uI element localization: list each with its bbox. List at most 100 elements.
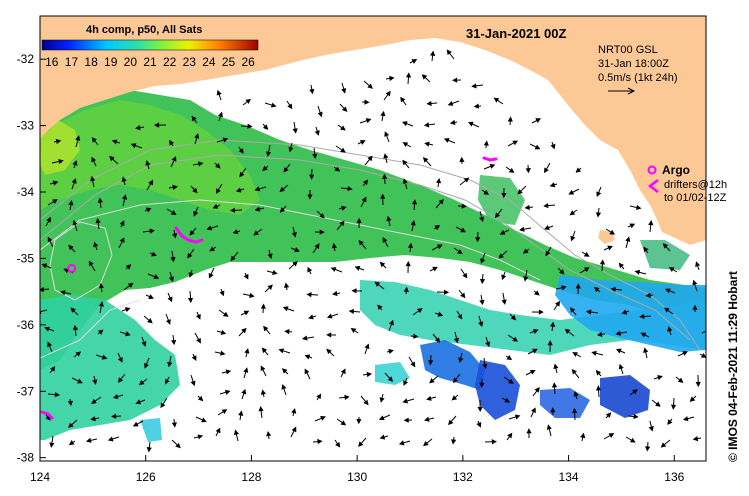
current-arrow-head — [667, 326, 673, 332]
current-arrow-head — [398, 440, 405, 446]
drifter-track-3 — [40, 410, 54, 420]
current-arrow-head — [187, 297, 194, 304]
current-arrow-head — [197, 434, 204, 440]
current-arrow-head — [461, 203, 467, 209]
current-arrow-head — [467, 121, 474, 127]
current-arrow-head — [95, 217, 101, 224]
current-arrow-head — [586, 309, 592, 315]
current-arrow-head — [629, 223, 636, 229]
current-arrow-head — [243, 273, 249, 280]
current-arrow-head — [304, 368, 310, 375]
colorbar-tick-label: 18 — [84, 55, 98, 69]
current-arrow-head — [382, 173, 388, 179]
current-arrow-head — [138, 379, 145, 386]
current-arrow-head — [618, 363, 624, 370]
current-arrow-head — [405, 260, 411, 267]
current-arrow-head — [501, 274, 507, 281]
current-arrow-head — [170, 256, 176, 263]
current-arrow-head — [304, 354, 311, 360]
current-arrow-head — [570, 235, 576, 242]
drifter-tracks — [40, 156, 498, 420]
current-arrow-head — [657, 375, 663, 381]
current-arrow — [701, 330, 706, 334]
credit-text: © IMOS 04-Feb-2021 11:29 Hobart — [726, 271, 740, 462]
current-arrow-head — [196, 337, 201, 344]
current-arrow-head — [524, 204, 530, 211]
current-arrow-head — [489, 164, 496, 169]
current-arrow-head — [633, 413, 639, 420]
current-arrow-head — [215, 188, 221, 194]
current-arrow-head — [463, 177, 470, 183]
current-arrow-head — [341, 106, 348, 113]
current-arrow-head — [664, 288, 671, 294]
current-arrow-head — [121, 176, 127, 182]
current-arrow-head — [507, 432, 513, 439]
current-arrow-head — [168, 276, 175, 283]
current-arrow-head — [446, 49, 452, 56]
current-arrow-head — [124, 307, 131, 313]
current-arrow-head — [145, 160, 151, 166]
current-arrow-head — [347, 186, 353, 192]
current-arrow-head — [662, 243, 669, 249]
current-arrow-head — [379, 261, 386, 268]
current-arrow-head — [326, 348, 332, 355]
current-arrow-head — [438, 198, 444, 205]
current-arrow-head — [632, 389, 638, 395]
current-arrow-head — [348, 308, 355, 315]
current-arrow-head — [351, 288, 357, 294]
current-arrow-head — [341, 87, 347, 94]
colorbar-tick-label: 25 — [222, 55, 236, 69]
current-arrow-head — [187, 252, 193, 259]
current-arrow-head — [260, 365, 266, 372]
drifters-text-1: drifters@12h — [664, 179, 727, 191]
current-arrow-head — [501, 192, 507, 199]
current-arrow-head — [117, 377, 124, 383]
current-arrow-head — [109, 155, 115, 162]
current-arrow-head — [407, 242, 414, 249]
current-arrow-head — [141, 341, 147, 347]
current-arrow-head — [197, 395, 204, 402]
current-arrow-head — [400, 96, 406, 103]
current-arrow-head — [436, 244, 443, 250]
current-arrow-head — [332, 290, 338, 297]
current-arrow-head — [595, 369, 602, 376]
current-arrow-head — [534, 144, 541, 150]
current-arrow-head — [512, 336, 519, 342]
current-arrow-head — [119, 237, 125, 244]
current-arrow-head — [167, 361, 173, 368]
current-arrow-head — [77, 378, 83, 384]
current-arrow-head — [572, 407, 578, 414]
current-arrow-head — [339, 220, 345, 227]
current-arrow-head — [135, 125, 141, 131]
current-arrow-head — [263, 325, 269, 332]
current-arrow-head — [545, 250, 551, 257]
current-arrow-head — [254, 186, 261, 192]
current-arrow-head — [317, 438, 323, 445]
current-arrow-head — [220, 350, 226, 356]
current-arrow-head — [135, 399, 142, 405]
current-arrow-head — [532, 348, 538, 354]
current-arrow-head — [591, 350, 597, 356]
lat-tick-label: -34 — [17, 185, 35, 199]
sst-green-bright — [40, 100, 260, 215]
current-arrow-head — [284, 329, 290, 335]
current-arrow-head — [216, 89, 222, 96]
lon-tick-label: 130 — [347, 470, 367, 484]
current-arrow-head — [267, 253, 273, 260]
current-arrow-head — [529, 370, 536, 375]
drifter-track-1 — [174, 226, 204, 244]
current-arrow-head — [457, 313, 463, 320]
current-arrow-head — [410, 220, 416, 226]
current-arrow-head — [510, 314, 517, 321]
current-arrow-head — [608, 433, 615, 438]
current-arrow-head — [340, 205, 347, 211]
current-arrow-head — [544, 167, 549, 174]
current-arrow-head — [547, 340, 553, 346]
current-arrow-head — [366, 371, 373, 378]
current-arrow-head — [550, 407, 556, 413]
current-arrow-head — [538, 309, 544, 315]
current-arrow-head — [52, 180, 59, 186]
current-arrow-head — [209, 246, 215, 252]
current-arrow-head — [568, 189, 575, 195]
current-arrow-head — [55, 138, 62, 145]
